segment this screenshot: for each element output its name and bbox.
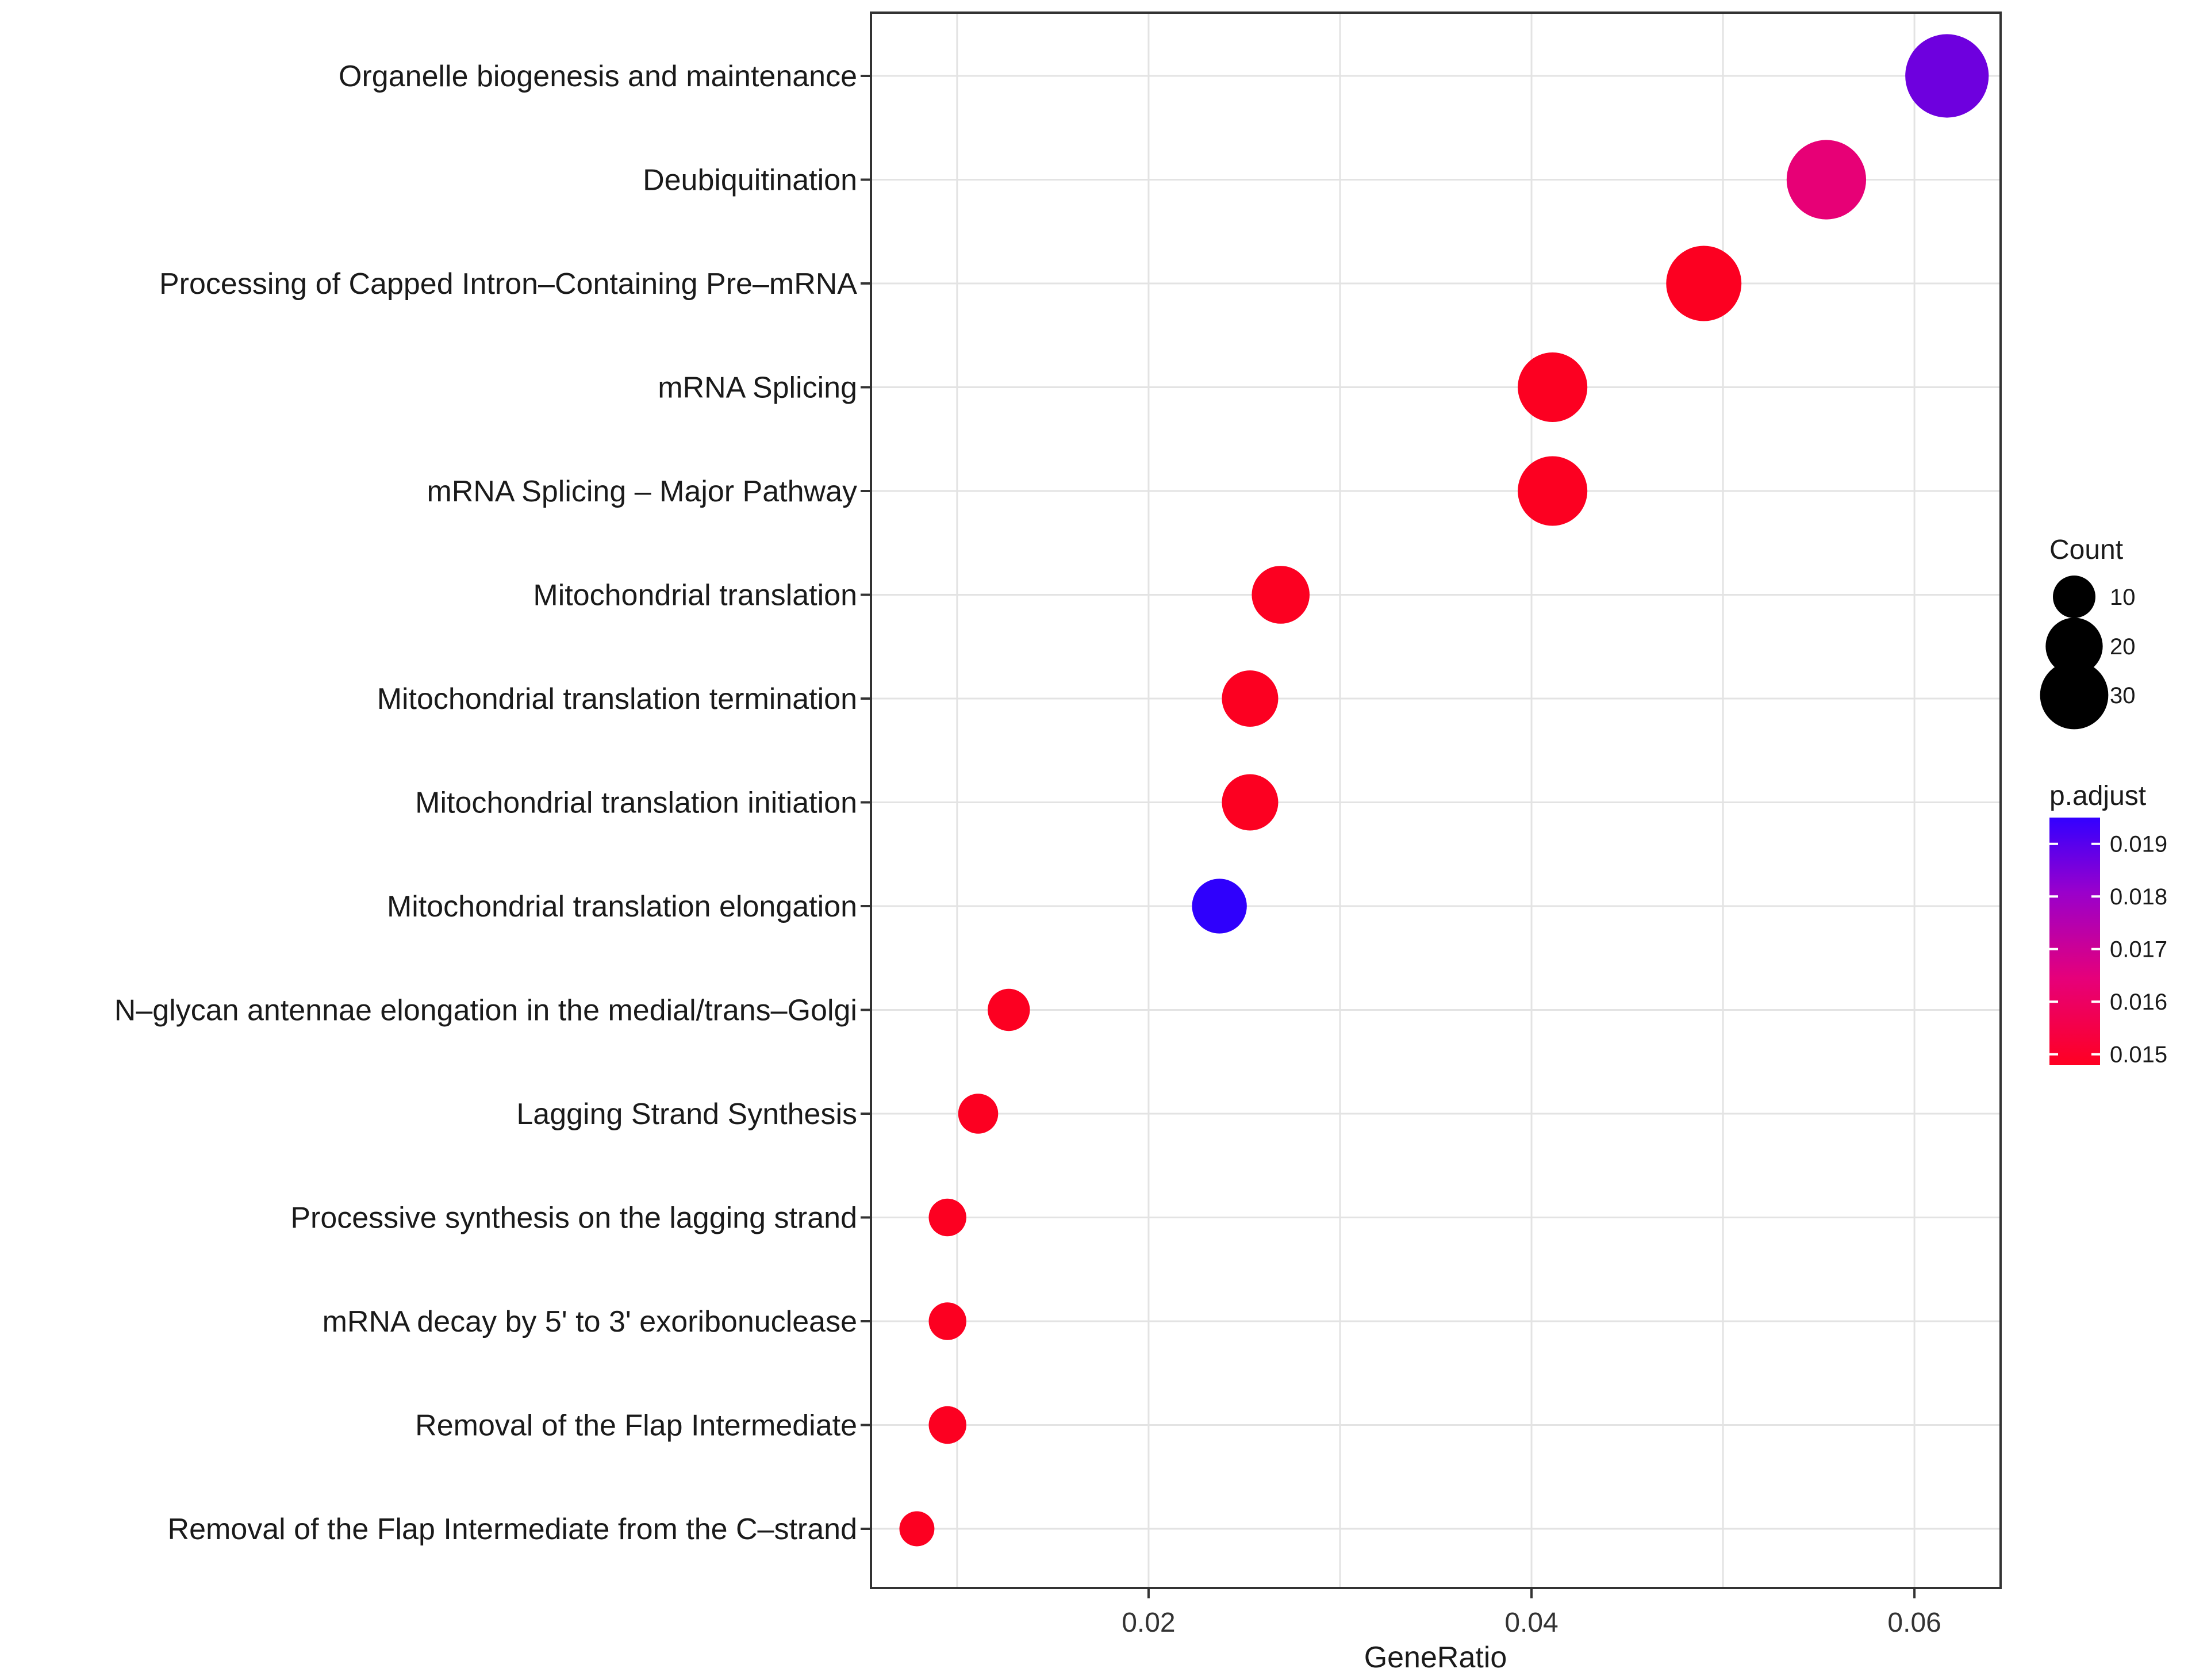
data-point bbox=[958, 1094, 999, 1134]
y-category-label: Lagging Strand Synthesis bbox=[516, 1098, 857, 1131]
data-point bbox=[928, 1302, 966, 1340]
data-point bbox=[1222, 670, 1279, 727]
color-legend-ticks: 0.019 0.018 0.017 0.016 0.015 bbox=[2049, 832, 2167, 1068]
y-category-label: mRNA Splicing – Major Pathway bbox=[427, 475, 857, 508]
colorbar-tick-label: 0.015 bbox=[2110, 1042, 2167, 1068]
size-legend-label: 20 bbox=[2110, 634, 2136, 659]
data-point bbox=[1905, 34, 1989, 118]
size-legend-items: 10 20 30 bbox=[2040, 576, 2136, 730]
y-category-label: Mitochondrial translation termination bbox=[377, 682, 857, 716]
data-point bbox=[988, 988, 1030, 1031]
data-point bbox=[1518, 352, 1588, 423]
y-category-label: Processing of Capped Intron–Containing P… bbox=[159, 267, 857, 301]
y-category-label: N–glycan antennae elongation in the medi… bbox=[114, 994, 857, 1027]
data-point bbox=[1222, 774, 1279, 831]
y-category-label: Mitochondrial translation elongation bbox=[387, 890, 857, 923]
y-category-label: Mitochondrial translation initiation bbox=[415, 787, 857, 820]
data-point bbox=[1666, 246, 1742, 321]
color-legend-title: p.adjust bbox=[2049, 781, 2146, 811]
size-legend-dot bbox=[2045, 617, 2103, 675]
y-category-label: Removal of the Flap Intermediate bbox=[415, 1409, 857, 1443]
x-tick-label: 0.04 bbox=[1504, 1608, 1558, 1638]
y-category-label: Deubiquitination bbox=[643, 164, 857, 197]
size-legend-dot bbox=[2053, 576, 2095, 618]
data-point bbox=[1786, 140, 1867, 220]
grid-lines bbox=[871, 13, 2001, 1588]
y-category-label: Organelle biogenesis and maintenance bbox=[339, 60, 857, 93]
plot-panel-border bbox=[870, 11, 2002, 1589]
data-point bbox=[928, 1406, 966, 1444]
colorbar-tick-label: 0.019 bbox=[2110, 832, 2167, 857]
colorbar-tick-label: 0.017 bbox=[2110, 937, 2167, 962]
size-legend-dot bbox=[2040, 661, 2109, 730]
p-adjust-colorbar bbox=[2049, 818, 2100, 1065]
data-point bbox=[928, 1198, 966, 1237]
colorbar-tick-label: 0.016 bbox=[2110, 989, 2167, 1015]
axes: Organelle biogenesis and maintenance Deub… bbox=[114, 60, 1941, 1638]
data-point bbox=[899, 1511, 935, 1547]
y-category-label: Processive synthesis on the lagging stra… bbox=[290, 1202, 857, 1235]
data-point bbox=[1252, 566, 1310, 624]
size-legend-label: 10 bbox=[2110, 585, 2136, 610]
y-category-label: Mitochondrial translation bbox=[533, 579, 857, 612]
y-category-label: mRNA Splicing bbox=[658, 371, 857, 405]
colorbar-tick-label: 0.018 bbox=[2110, 884, 2167, 910]
y-category-label: mRNA decay by 5' to 3' exoribonuclease bbox=[323, 1305, 857, 1338]
size-legend-title: Count bbox=[2049, 535, 2123, 565]
x-axis-title: GeneRatio bbox=[1364, 1641, 1507, 1674]
data-point bbox=[1192, 879, 1247, 934]
size-legend-label: 30 bbox=[2110, 683, 2136, 708]
x-tick-label: 0.06 bbox=[1887, 1608, 1941, 1638]
data-points bbox=[899, 34, 1989, 1547]
data-point bbox=[1518, 456, 1588, 526]
x-tick-label: 0.02 bbox=[1122, 1608, 1175, 1638]
y-category-label: Removal of the Flap Intermediate from th… bbox=[168, 1513, 857, 1546]
